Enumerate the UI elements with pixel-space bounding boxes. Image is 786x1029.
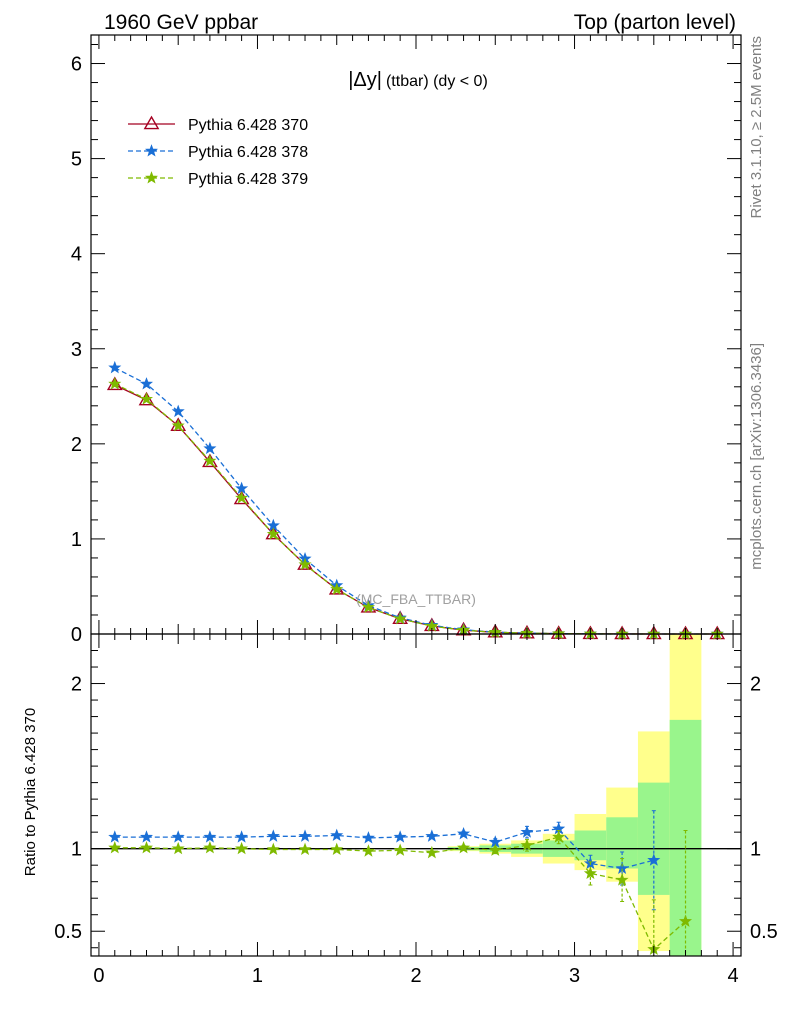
ratio-ytick-label-right: 1	[750, 839, 761, 861]
ratio-xtick-label: 4	[728, 965, 739, 987]
main-ytick-label: 3	[71, 339, 82, 361]
ratio-series-point-1	[330, 842, 344, 856]
ratio-series-point-1	[615, 873, 629, 886]
main-ytick-label: 4	[71, 244, 82, 266]
main-series-point-1	[108, 360, 122, 374]
legend-marker-0	[143, 115, 160, 130]
ratio-series-point-0	[457, 826, 471, 840]
main-ytick-label: 1	[71, 529, 82, 551]
main-ytick-label: 5	[71, 149, 82, 171]
ratio-series-point-1	[298, 842, 312, 856]
main-series-point-2	[330, 582, 344, 595]
ratio-series-point-1	[425, 845, 439, 859]
ratio-ylabel: Ratio to Pythia 6.428 370	[22, 708, 39, 876]
ratio-series-point-1	[488, 843, 502, 856]
ratio-series-point-1	[203, 840, 217, 854]
ratio-series-point-0	[298, 829, 312, 842]
main-series-point-1	[235, 481, 249, 495]
ratio-series-point-1	[552, 830, 566, 843]
ratio-series-point-1	[139, 840, 154, 854]
main-series-point-2	[266, 527, 280, 540]
ratio-series-point-1	[108, 840, 122, 854]
ratio-series-point-1	[457, 840, 471, 854]
ratio-series-line-0	[114, 828, 654, 870]
ratio-xtick-label: 2	[410, 965, 421, 987]
ratio-series-point-1	[678, 914, 693, 927]
ratio-series-point-1	[235, 841, 249, 855]
ratio-series-point-0	[235, 830, 249, 843]
ratio-series-point-0	[330, 828, 344, 842]
watermark: (MC_FBA_TTBAR)	[356, 591, 476, 607]
main-title: |Δy| (ttbar) (dy < 0)	[348, 69, 488, 91]
legend-label-1: Pythia 6.428 378	[188, 144, 308, 161]
ratio-series-point-1	[171, 841, 185, 855]
main-series-point-2	[108, 377, 122, 390]
side-rivet-label: Rivet 3.1.10, ≥ 2.5M events	[748, 36, 765, 219]
ratio-xtick-label: 0	[93, 965, 104, 987]
main-ytick-label: 0	[71, 624, 82, 646]
main-series-point-2	[298, 557, 312, 571]
ratio-series-point-0	[425, 829, 439, 842]
legend-marker-2	[144, 171, 159, 184]
main-title-detail: (ttbar) (dy < 0)	[386, 73, 488, 90]
header-right: Top (parton level)	[574, 11, 736, 34]
main-ytick-label: 6	[71, 54, 82, 76]
main-series-point-1	[171, 404, 185, 418]
ratio-ytick-label-left: 2	[71, 674, 82, 696]
main-ytick-label: 2	[71, 434, 82, 456]
ratio-series-point-0	[647, 853, 661, 866]
ratio-ytick-label-right: 0.5	[750, 921, 778, 943]
header-left: 1960 GeV ppbar	[104, 11, 258, 34]
ratio-xtick-label: 3	[569, 965, 580, 987]
legend-label-2: Pythia 6.428 379	[188, 171, 308, 188]
main-title-observable: |Δy|	[348, 69, 382, 91]
main-series-point-2	[171, 418, 185, 432]
ratio-ytick-label-left: 1	[71, 839, 82, 861]
ratio-series-point-1	[361, 844, 375, 857]
legend-label-0: Pythia 6.428 370	[188, 117, 308, 134]
main-series-point-2	[139, 392, 154, 405]
legend-marker-1	[144, 144, 159, 157]
main-series-point-1	[203, 441, 217, 455]
ratio-series-point-0	[139, 830, 154, 843]
ratio-series-point-1	[393, 843, 407, 856]
ratio-series-point-1	[520, 838, 534, 851]
ratio-series-point-0	[171, 830, 185, 843]
ratio-series-point-1	[583, 866, 597, 879]
ratio-series-point-0	[361, 831, 375, 844]
main-series-point-1	[139, 377, 154, 390]
ratio-series-point-0	[393, 830, 407, 843]
ratio-series-point-0	[520, 825, 534, 838]
main-series-point-2	[361, 600, 375, 613]
ratio-ytick-label-left: 0.5	[54, 921, 82, 943]
axis-ticks: 0 1 2 3 4 5 6 0 1 2 3 4 0.5 0.5 1 1 2 2	[54, 35, 778, 987]
ratio-xtick-label: 1	[252, 965, 263, 987]
main-series-point-2	[235, 491, 249, 504]
ratio-ytick-label-right: 2	[750, 674, 761, 696]
ratio-series-point-1	[266, 842, 280, 856]
side-mcplots-label: mcplots.cern.ch [arXiv:1306.3436]	[748, 343, 765, 570]
main-series-point-2	[393, 611, 407, 625]
ratio-series-point-0	[108, 830, 122, 843]
ratio-series-point-0	[266, 829, 280, 842]
main-series-point-2	[203, 454, 217, 467]
ratio-series-point-0	[203, 830, 217, 843]
legend: Pythia 6.428 370 Pythia 6.428 378 Pythia 6…	[128, 115, 308, 188]
